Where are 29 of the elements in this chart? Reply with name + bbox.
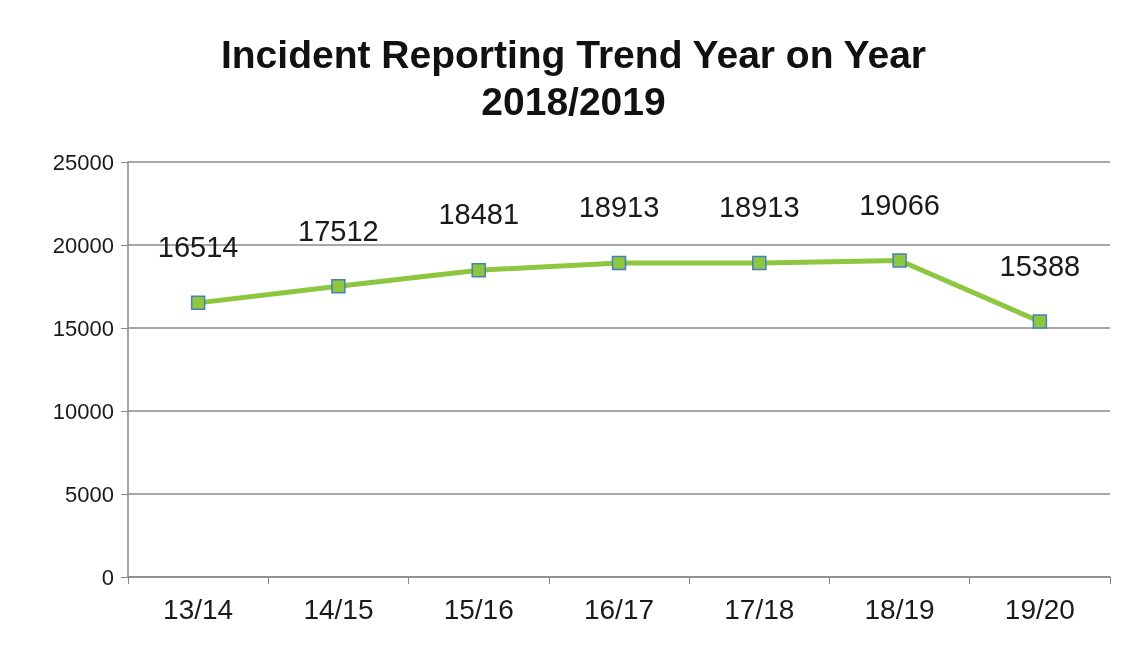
y-tick-label: 5000 (65, 481, 114, 507)
x-tick-label: 19/20 (1004, 593, 1075, 625)
x-tick-label: 13/14 (163, 593, 234, 625)
y-tick-label: 20000 (52, 232, 114, 258)
y-tick-label: 0 (101, 564, 114, 590)
data-label: 19066 (859, 188, 940, 221)
data-label: 17512 (298, 214, 379, 247)
chart-subtitle: 2018/2019 (481, 80, 666, 123)
data-label: 15388 (999, 249, 1081, 282)
x-tick-label: 18/19 (864, 593, 935, 625)
point (190, 295, 206, 311)
data-label: 18913 (578, 191, 660, 224)
chart-title: Incident Reporting Trend Year on Year (220, 33, 927, 76)
y-tick-label: 25000 (52, 149, 114, 175)
data-label: 18913 (718, 191, 800, 224)
point (1032, 314, 1048, 329)
point (331, 279, 346, 294)
point (471, 262, 486, 278)
data-label: 18481 (438, 198, 520, 231)
x-tick-label: 17/18 (724, 593, 795, 625)
data-label: 16514 (157, 231, 239, 264)
x-tick-label: 14/15 (303, 593, 374, 625)
y-tick-label: 10000 (52, 398, 114, 424)
x-tick-label: 15/16 (443, 593, 514, 625)
x-tick-label: 16/17 (583, 593, 655, 625)
point (752, 255, 767, 271)
point (892, 253, 907, 268)
point (611, 255, 627, 271)
y-tick-label: 15000 (52, 315, 114, 341)
